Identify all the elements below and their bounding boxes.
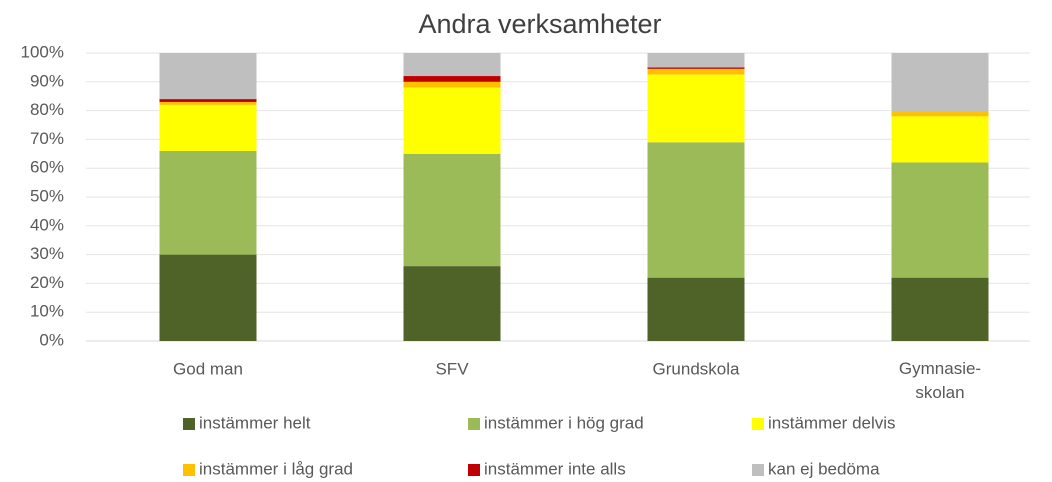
bar-segment bbox=[891, 162, 989, 278]
chart-title: Andra verksamheter bbox=[418, 9, 661, 39]
x-tick-label: Gymnasie-skolan bbox=[899, 359, 981, 402]
bar-segment bbox=[159, 150, 257, 255]
y-tick-label: 10% bbox=[30, 302, 64, 321]
legend-label: instämmer delvis bbox=[768, 413, 896, 432]
y-tick-label: 100% bbox=[21, 42, 64, 61]
bar-segment bbox=[891, 277, 989, 341]
bar-segment bbox=[647, 74, 745, 143]
x-tick-label: God man bbox=[173, 359, 243, 378]
x-tick-label: SFV bbox=[435, 359, 469, 378]
bar-segment bbox=[403, 153, 501, 267]
bar-segment bbox=[403, 81, 501, 88]
bar-segment bbox=[647, 53, 745, 68]
legend-label: instämmer helt bbox=[199, 413, 311, 432]
bar-segment bbox=[891, 112, 989, 117]
bar-segment bbox=[647, 277, 745, 341]
legend-swatch bbox=[468, 464, 480, 476]
bar-segment bbox=[403, 76, 501, 82]
bar-segment bbox=[647, 68, 745, 75]
y-tick-label: 90% bbox=[30, 71, 64, 90]
x-tick-label: Grundskola bbox=[653, 359, 740, 378]
legend-swatch bbox=[752, 418, 764, 430]
bar-segment bbox=[647, 67, 745, 69]
bar-segment bbox=[159, 104, 257, 151]
legend-label: instämmer i hög grad bbox=[484, 413, 644, 432]
bar-segment bbox=[647, 142, 745, 278]
y-tick-label: 70% bbox=[30, 129, 64, 148]
y-tick-label: 60% bbox=[30, 158, 64, 177]
bar-segment bbox=[891, 53, 989, 113]
bar-segment bbox=[403, 266, 501, 341]
legend-label: kan ej bedöma bbox=[768, 459, 880, 478]
bar-segment bbox=[159, 101, 257, 105]
bar-segment bbox=[159, 53, 257, 100]
y-tick-label: 50% bbox=[30, 186, 64, 205]
bar-segment bbox=[403, 53, 501, 77]
y-tick-label: 30% bbox=[30, 244, 64, 263]
legend-swatch bbox=[468, 418, 480, 430]
legend-label: instämmer inte alls bbox=[484, 459, 626, 478]
bar-segment bbox=[159, 254, 257, 341]
y-tick-label: 40% bbox=[30, 215, 64, 234]
legend-label: instämmer i låg grad bbox=[199, 459, 353, 478]
y-tick-label: 0% bbox=[39, 330, 64, 349]
legend-swatch bbox=[752, 464, 764, 476]
legend-swatch bbox=[183, 418, 195, 430]
legend-swatch bbox=[183, 464, 195, 476]
bar-segment bbox=[891, 116, 989, 163]
y-tick-label: 80% bbox=[30, 100, 64, 119]
y-tick-label: 20% bbox=[30, 273, 64, 292]
bar-segment bbox=[159, 99, 257, 102]
bar-segment bbox=[403, 87, 501, 154]
